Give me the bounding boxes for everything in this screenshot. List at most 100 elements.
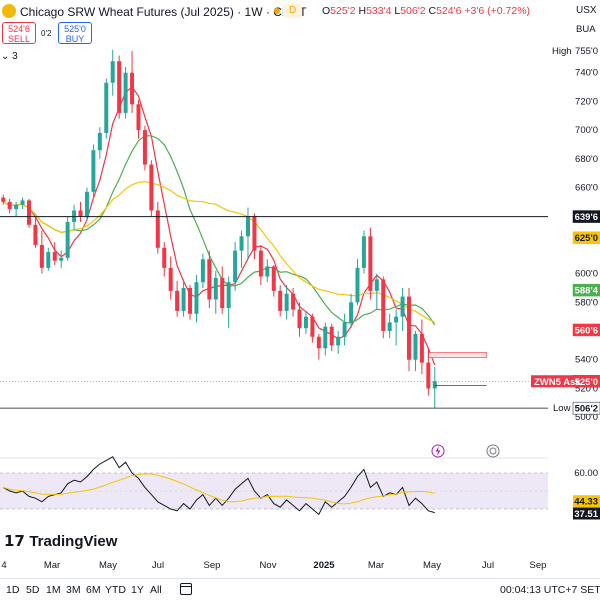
candle[interactable]	[97, 127, 102, 159]
price-tick-label: 740'0	[575, 68, 598, 79]
calendar-icon[interactable]	[180, 583, 192, 595]
candle[interactable]	[349, 293, 354, 329]
candle[interactable]	[374, 273, 379, 310]
candle[interactable]	[220, 266, 225, 314]
order-marker[interactable]	[428, 352, 488, 358]
candle[interactable]	[400, 287, 405, 332]
candle[interactable]	[297, 302, 302, 337]
candle[interactable]	[413, 331, 418, 372]
candle[interactable]	[426, 348, 431, 396]
candle[interactable]	[265, 259, 270, 283]
earnings-icon[interactable]	[486, 444, 500, 458]
indicators-toggle[interactable]: ⌄ 3	[1, 51, 18, 62]
candle[interactable]	[26, 198, 31, 228]
close-label: C	[428, 5, 437, 17]
candle[interactable]	[149, 160, 154, 217]
candle[interactable]	[226, 276, 231, 329]
candle[interactable]	[284, 285, 289, 320]
candle[interactable]	[104, 78, 109, 139]
candle[interactable]	[39, 230, 44, 274]
range-all-button[interactable]: All	[150, 584, 162, 596]
rsi-pill-bg	[573, 507, 600, 520]
candle[interactable]	[168, 256, 173, 300]
candle[interactable]	[233, 242, 238, 291]
candle[interactable]	[78, 201, 83, 222]
range-1y-button[interactable]: 1Y	[131, 584, 144, 596]
unit-label[interactable]: BUA	[576, 24, 596, 35]
candle[interactable]	[419, 319, 424, 375]
candle[interactable]	[91, 144, 96, 197]
candle[interactable]	[130, 51, 135, 113]
range-1d-button[interactable]: 1D	[6, 584, 20, 596]
candle[interactable]	[65, 216, 70, 261]
candle[interactable]	[361, 230, 366, 274]
candle[interactable]	[368, 227, 373, 300]
candle-body	[374, 279, 379, 291]
range-1m-button[interactable]: 1M	[46, 584, 61, 596]
candle[interactable]	[329, 323, 334, 352]
candle[interactable]	[316, 333, 321, 360]
symbol-title[interactable]: Chicago SRW Wheat Futures (Jul 2025) · 1…	[20, 5, 307, 19]
clock-readout[interactable]: 00:04:13 UTC+7 SET	[500, 584, 600, 596]
rsi-pill: 37.51	[573, 507, 600, 520]
candle[interactable]	[181, 279, 186, 317]
candle[interactable]	[33, 216, 38, 248]
candle-body	[336, 336, 341, 346]
tradingview-logo[interactable]: 𝟭𝟳 TradingView	[4, 532, 117, 550]
delayed-badge[interactable]: D	[283, 4, 303, 18]
candle[interactable]	[207, 250, 212, 309]
candle[interactable]	[291, 287, 296, 317]
candle[interactable]	[303, 310, 308, 334]
candle[interactable]	[155, 201, 160, 254]
candle[interactable]	[162, 242, 167, 277]
candle[interactable]	[46, 247, 51, 271]
candle[interactable]	[20, 197, 25, 210]
candle[interactable]	[213, 270, 218, 314]
candle[interactable]	[117, 55, 122, 119]
candle[interactable]	[175, 280, 180, 317]
candle[interactable]	[14, 201, 19, 217]
candle[interactable]	[407, 287, 412, 372]
candle[interactable]	[200, 253, 205, 288]
buy-button[interactable]: 525'0 BUY	[58, 22, 92, 44]
candle[interactable]	[142, 125, 147, 171]
candle[interactable]	[342, 313, 347, 346]
range-5d-button[interactable]: 5D	[26, 584, 40, 596]
currency-label[interactable]: USX	[576, 5, 597, 16]
candle[interactable]	[252, 213, 257, 260]
candle[interactable]	[188, 285, 193, 320]
candle[interactable]	[336, 331, 341, 354]
range-3m-button[interactable]: 3M	[66, 584, 81, 596]
range-ytd-button[interactable]: YTD	[105, 584, 126, 596]
candle[interactable]	[278, 285, 283, 317]
price-pill-bg	[572, 323, 600, 337]
candle[interactable]	[432, 366, 437, 409]
candle[interactable]	[355, 259, 360, 306]
candle[interactable]	[239, 230, 244, 268]
candle[interactable]	[1, 194, 6, 205]
candle[interactable]	[381, 276, 386, 339]
candle[interactable]	[110, 49, 115, 96]
candle[interactable]	[123, 66, 128, 119]
low-label: L	[394, 5, 401, 17]
price-pill-bg	[572, 401, 600, 415]
candle[interactable]	[84, 187, 89, 220]
range-6m-button[interactable]: 6M	[86, 584, 101, 596]
candle[interactable]	[310, 313, 315, 343]
market-status-dot-icon	[274, 8, 280, 14]
candle[interactable]	[7, 198, 12, 214]
candle[interactable]	[258, 244, 263, 286]
candle[interactable]	[136, 99, 141, 139]
candle[interactable]	[271, 265, 276, 297]
candle[interactable]	[387, 313, 392, 339]
candle[interactable]	[194, 275, 199, 323]
candle[interactable]	[323, 322, 328, 356]
candle[interactable]	[59, 250, 64, 268]
sell-button[interactable]: 524'6 SELL	[2, 22, 36, 44]
candle-body	[297, 309, 302, 329]
lightning-icon[interactable]	[431, 444, 445, 458]
time-tick-label: Mar	[368, 560, 384, 571]
candle[interactable]	[52, 242, 57, 266]
candle[interactable]	[394, 309, 399, 346]
